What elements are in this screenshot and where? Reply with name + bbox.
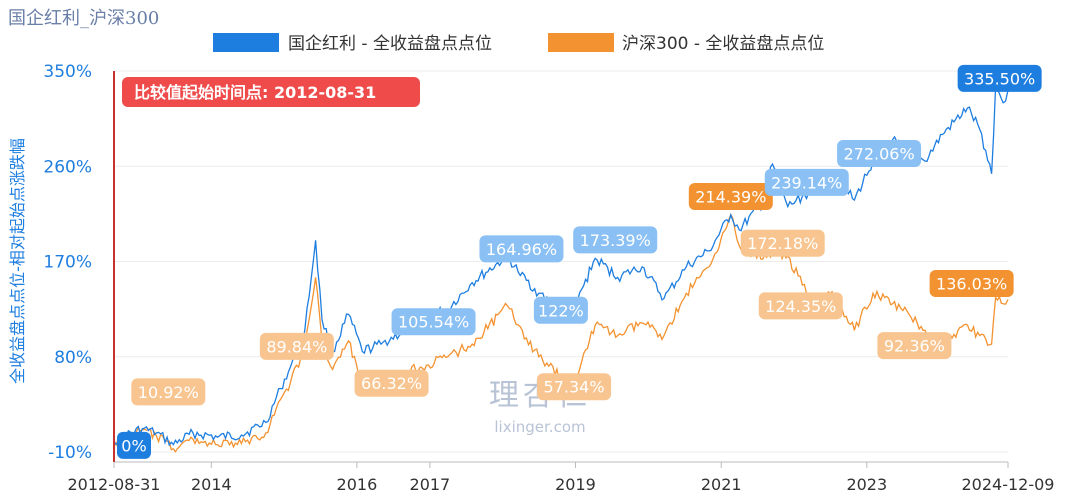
data-label-text: 89.84% [266,337,327,356]
data-label-bg [837,139,922,167]
data-label: 239.14% [764,168,849,196]
data-label: 172.18% [740,229,825,257]
x-tick-label: 2012-08-31 [68,475,161,494]
data-label-text: 272.06% [843,144,914,163]
legend-swatch-guoqi [213,33,279,52]
watermark-url: lixinger.com [494,418,585,436]
legend-item-hs300[interactable]: 沪深300 - 全收益盘点点位 [548,33,824,54]
data-label: 335.50% [957,64,1042,92]
data-label: 66.32% [354,369,429,397]
data-label-bg [573,226,658,254]
data-label-text: 172.18% [747,234,818,253]
y-tick-label: 170% [43,253,92,273]
data-label: 122% [533,296,588,324]
data-label: 57.34% [537,373,612,401]
x-tick-label: 2017 [410,475,451,494]
legend-item-guoqi[interactable]: 国企红利 - 全收益盘点点位 [213,33,492,54]
data-label-text: 124.35% [765,297,836,316]
legend: 国企红利 - 全收益盘点点位 沪深300 - 全收益盘点点位 [213,33,824,54]
data-label-text: 57.34% [544,378,605,397]
data-label-text: 66.32% [361,374,422,393]
data-label-bg [740,229,825,257]
data-label-text: 0% [121,436,146,455]
data-label-bg [877,332,952,360]
y-tick-label: 80% [54,348,92,368]
data-label-bg [688,183,773,211]
data-label: 173.39% [573,226,658,254]
data-label: 0% [117,431,151,459]
data-label-text: 164.96% [486,240,557,259]
legend-label-guoqi: 国企红利 - 全收益盘点点位 [288,34,492,54]
data-label-text: 239.14% [771,173,842,192]
data-label-bg [479,235,564,263]
legend-swatch-hs300 [548,33,614,52]
axes: 350% 260% 170% 80% -10% 全收益盘点点位-相对起始点涨跌幅 2012-… [8,62,1054,494]
x-tick-label: 2023 [846,475,887,494]
x-tick-label: 2024-12-09 [962,475,1055,494]
data-label-bg [117,431,151,459]
data-label-text: 335.50% [964,69,1035,88]
data-label: 136.03% [929,269,1014,297]
y-axis-label: 全收益盘点点位-相对起始点涨跌幅 [8,138,27,384]
y-tick-label: 350% [43,62,92,82]
x-tick-label: 2014 [191,475,232,494]
start-marker: 比较值起始时间点: 2012-08-31 [113,71,420,462]
data-label-bg [537,373,612,401]
data-label-bg [929,269,1014,297]
legend-label-hs300: 沪深300 - 全收益盘点点位 [622,34,824,54]
data-label-text: 92.36% [884,337,945,356]
start-badge [122,77,420,107]
data-labels: 0% 10.92% 89.84% 105.54% 66.32% 164.96% 122% 57… [117,64,1042,459]
data-label-text: 122% [538,301,584,320]
y-tick-label: -10% [48,443,92,463]
data-label: 105.54% [391,308,476,336]
page-title: 国企红利_沪深300 [8,8,160,29]
data-label-bg [391,308,476,336]
data-label: 89.84% [259,332,334,360]
data-label-text: 136.03% [936,274,1007,293]
data-label: 214.39% [688,183,773,211]
start-badge-text: 比较值起始时间点: 2012-08-31 [134,83,376,102]
data-label-bg [533,296,588,324]
x-tick-label: 2016 [337,475,378,494]
data-label-text: 214.39% [695,188,766,207]
data-label-bg [957,64,1042,92]
data-label-bg [764,168,849,196]
data-label-bg [259,332,334,360]
x-tick-label: 2019 [555,475,596,494]
data-label: 124.35% [758,292,843,320]
data-label-text: 10.92% [138,383,199,402]
data-label: 272.06% [837,139,922,167]
x-tick-label: 2021 [701,475,742,494]
data-label-bg [131,378,206,406]
y-tick-label: 260% [43,157,92,177]
data-label: 92.36% [877,332,952,360]
data-label-bg [354,369,429,397]
data-label-text: 173.39% [580,231,651,250]
data-label: 164.96% [479,235,564,263]
data-label-bg [758,292,843,320]
data-label: 10.92% [131,378,206,406]
data-label-text: 105.54% [398,313,469,332]
